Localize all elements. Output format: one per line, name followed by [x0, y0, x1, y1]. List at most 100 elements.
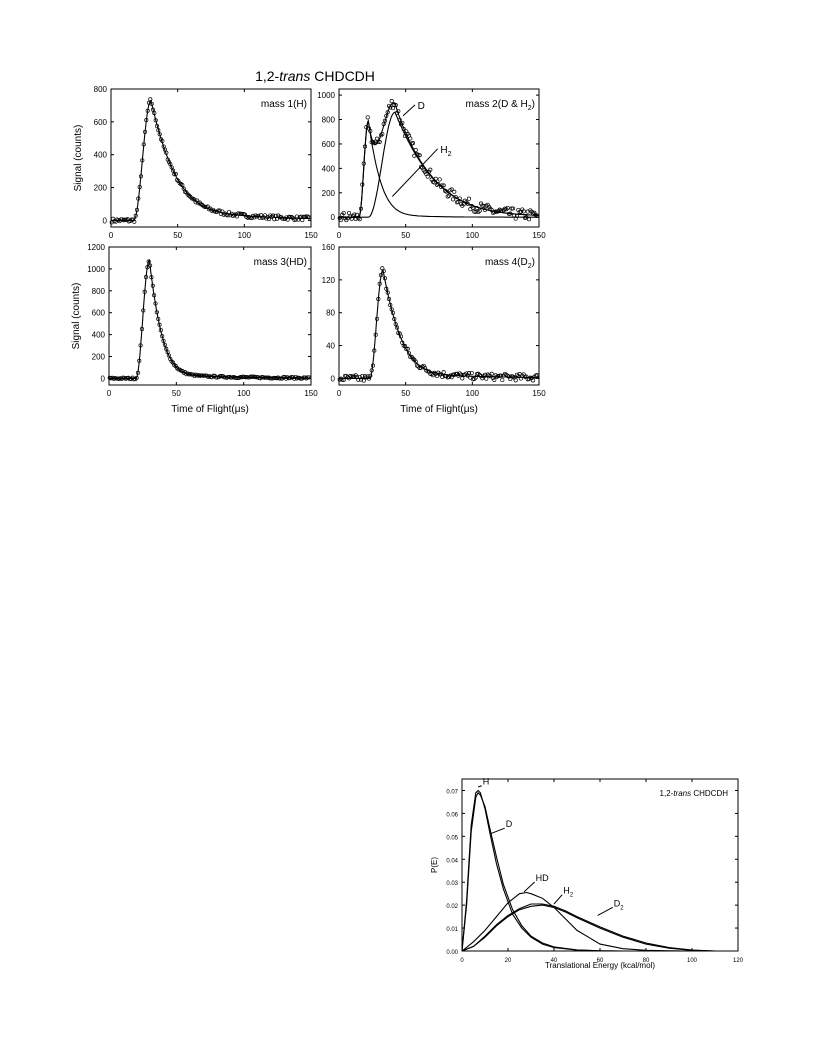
data-point: [141, 308, 146, 313]
series-line-HD: [461, 891, 693, 952]
data-point: [270, 213, 276, 218]
series-label-D2: D2: [614, 898, 625, 911]
data-point: [374, 316, 380, 321]
data-point: [466, 371, 472, 376]
data-point: [305, 375, 310, 380]
data-point: [148, 97, 153, 102]
data-point: [140, 158, 145, 163]
x-axis-label: Translational Energy (kcal/mol): [545, 961, 655, 970]
data-point: [118, 217, 124, 222]
data-point: [368, 128, 373, 134]
data-point: [225, 213, 230, 218]
data-point: [498, 373, 504, 378]
data-point: [262, 375, 267, 380]
data-point: [526, 217, 532, 222]
x-tick-label: 100: [238, 231, 252, 240]
data-point: [340, 377, 345, 382]
data-point: [382, 276, 388, 281]
data-point: [406, 351, 412, 356]
panel-title: mass 3(HD): [254, 257, 307, 268]
data-point: [154, 310, 159, 315]
y-axis-label: Signal (counts): [71, 283, 82, 350]
plot-frame: [110, 88, 312, 228]
x-tick-label: 80: [643, 958, 650, 964]
data-point: [405, 346, 410, 351]
y-tick-label: 200: [322, 189, 336, 198]
data-point: [152, 111, 157, 116]
data-point: [384, 113, 389, 118]
data-point: [166, 353, 171, 358]
fit-curve: [339, 268, 539, 379]
plot-frame: [338, 246, 540, 386]
data-point: [394, 325, 400, 330]
data-point: [510, 206, 516, 211]
data-point: [360, 373, 365, 379]
data-point: [137, 358, 142, 363]
data-point: [150, 283, 155, 288]
data-point: [160, 138, 165, 144]
y-tick-label: 1000: [317, 91, 335, 100]
data-point: [357, 217, 362, 222]
data-point: [341, 377, 346, 383]
data-point: [370, 363, 376, 368]
data-point: [362, 144, 368, 149]
data-point: [376, 139, 381, 144]
series-leader: [489, 827, 505, 835]
data-point: [338, 217, 344, 223]
data-point: [165, 350, 170, 355]
series-line-D2: [461, 903, 716, 952]
data-point: [358, 206, 364, 211]
data-point: [413, 359, 418, 364]
annotation-leader: [402, 104, 416, 117]
x-tick-label: 50: [401, 389, 410, 398]
data-point: [416, 153, 421, 158]
fit-curve: [339, 102, 540, 218]
data-point: [378, 133, 384, 138]
data-point: [400, 120, 405, 126]
x-tick-label: 0: [107, 389, 112, 398]
series-label-H: H: [483, 777, 490, 787]
data-point: [346, 210, 352, 216]
data-point: [341, 210, 346, 216]
data-point: [216, 208, 221, 213]
data-point: [361, 161, 366, 166]
data-point: [428, 167, 433, 172]
data-point: [432, 180, 437, 185]
x-tick-label: 100: [687, 958, 698, 964]
data-point: [365, 115, 370, 120]
y-tick-label: 160: [322, 243, 336, 252]
x-tick-label: 120: [733, 958, 744, 964]
data-point: [450, 197, 456, 202]
data-point: [217, 208, 222, 213]
chart-tof-mass4: 0 50 100 150 0 40 80 120 160 Time of Flight(μs) ma…: [322, 243, 547, 415]
data-point: [134, 375, 139, 380]
y-tick-label: 80: [326, 309, 335, 318]
data-point: [142, 129, 148, 134]
data-point: [369, 368, 374, 373]
data-point: [166, 160, 172, 165]
x-tick-label: 40: [551, 958, 558, 964]
y-tick-label: 0: [331, 213, 336, 222]
y-axis-label: Signal (counts): [73, 125, 84, 192]
data-point: [437, 372, 442, 377]
y-tick-label: 0.00: [446, 950, 458, 956]
data-point: [143, 275, 149, 280]
data-point: [146, 259, 151, 264]
data-point: [440, 183, 445, 188]
y-tick-label: 0: [103, 216, 108, 225]
series-line-H2: [461, 904, 716, 952]
data-point: [220, 209, 225, 214]
data-point: [156, 128, 161, 133]
x-tick-label: 0: [460, 958, 464, 964]
data-point: [390, 310, 396, 315]
x-tick-label: 100: [466, 389, 480, 398]
component-curve-H2: [339, 120, 539, 218]
y-tick-label: 800: [94, 85, 108, 94]
annotation-D: D: [418, 101, 425, 112]
data-point: [505, 205, 510, 210]
y-tick-label: 0.05: [446, 835, 458, 841]
series-leader: [553, 894, 563, 905]
data-point: [237, 211, 242, 216]
data-point: [440, 374, 445, 379]
y-tick-label: 0.02: [446, 904, 458, 910]
